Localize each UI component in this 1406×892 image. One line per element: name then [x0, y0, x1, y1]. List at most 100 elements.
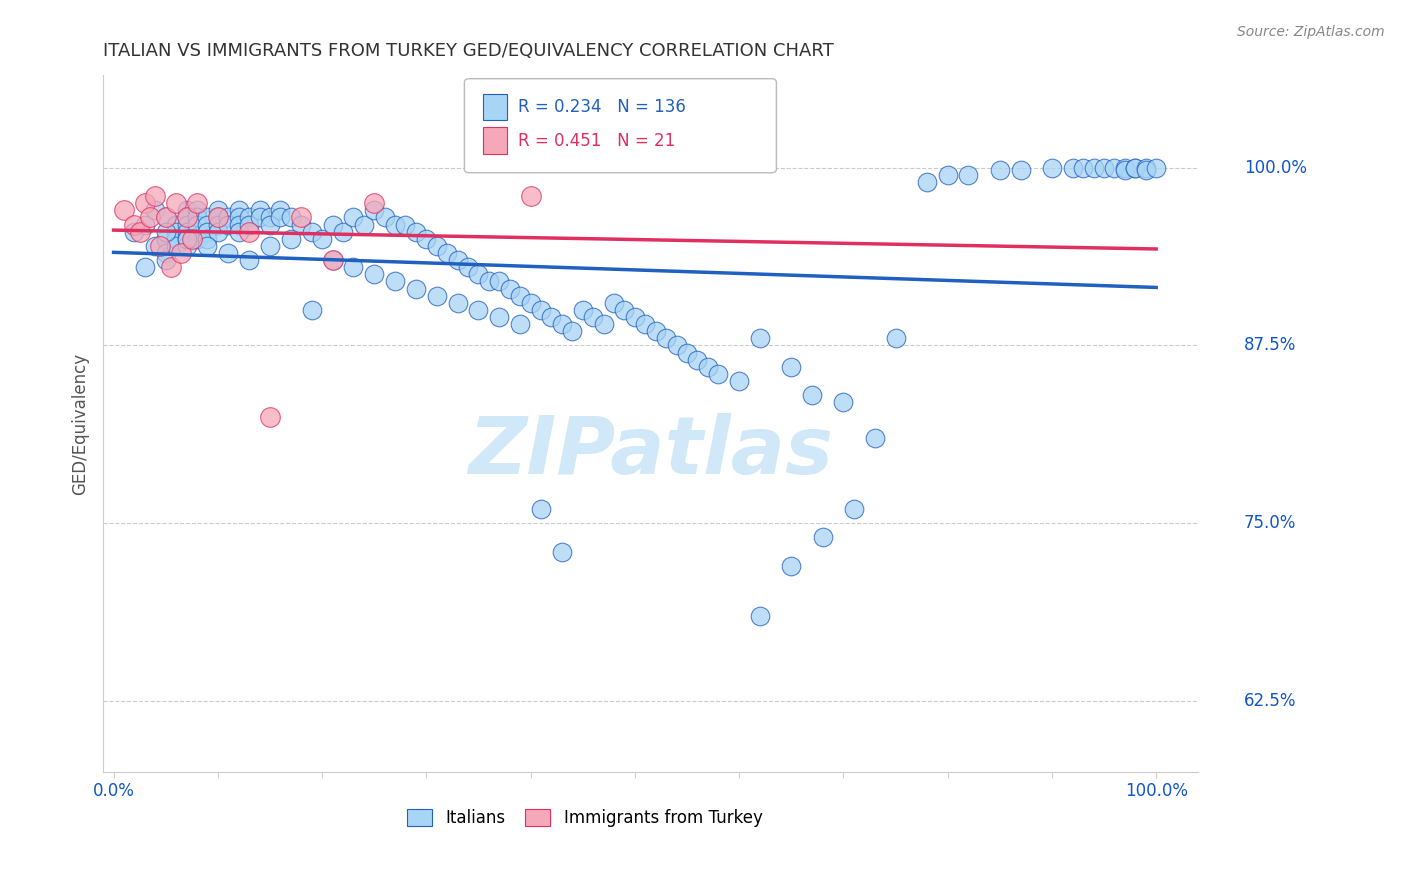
Point — [634, 317, 657, 331]
Point — [165, 225, 187, 239]
Point — [749, 331, 772, 345]
Point — [269, 211, 291, 225]
Point — [405, 225, 427, 239]
Point — [749, 608, 772, 623]
Bar — [484, 128, 508, 154]
Point — [488, 310, 510, 324]
Point — [170, 246, 193, 260]
Point — [228, 203, 250, 218]
Point — [124, 225, 146, 239]
Text: 100.0%: 100.0% — [1244, 159, 1306, 177]
Point — [1040, 161, 1063, 175]
Point — [509, 288, 531, 302]
Point — [165, 239, 187, 253]
Point — [571, 302, 593, 317]
Point — [374, 211, 396, 225]
Point — [259, 218, 281, 232]
Point — [134, 218, 156, 232]
Point — [301, 302, 323, 317]
Point — [988, 163, 1011, 178]
Point — [780, 558, 803, 573]
Point — [342, 260, 364, 275]
Text: ZIPatlas: ZIPatlas — [468, 412, 832, 491]
Point — [1092, 161, 1115, 175]
Point — [665, 338, 688, 352]
Point — [686, 352, 709, 367]
Text: R = 0.451   N = 21: R = 0.451 N = 21 — [517, 132, 675, 150]
Point — [530, 502, 553, 516]
Point — [143, 189, 166, 203]
Point — [1114, 163, 1136, 178]
Point — [384, 218, 406, 232]
Point — [884, 331, 907, 345]
Point — [228, 225, 250, 239]
Point — [499, 281, 522, 295]
Point — [321, 253, 343, 268]
Point — [363, 203, 385, 218]
Point — [112, 203, 135, 218]
Point — [217, 218, 239, 232]
Point — [321, 253, 343, 268]
Point — [128, 225, 150, 239]
Point — [426, 288, 449, 302]
Point — [311, 232, 333, 246]
Point — [176, 203, 198, 218]
Point — [176, 239, 198, 253]
Point — [217, 246, 239, 260]
Point — [259, 239, 281, 253]
Point — [176, 232, 198, 246]
Point — [207, 211, 229, 225]
Point — [624, 310, 647, 324]
Point — [478, 274, 501, 288]
Point — [217, 211, 239, 225]
Point — [197, 239, 219, 253]
Point — [149, 239, 172, 253]
Point — [530, 302, 553, 317]
Point — [405, 281, 427, 295]
Point — [207, 211, 229, 225]
Point — [186, 218, 208, 232]
Point — [1071, 161, 1094, 175]
Point — [238, 253, 260, 268]
Point — [561, 324, 583, 338]
Point — [139, 211, 162, 225]
Point — [780, 359, 803, 374]
Point — [124, 218, 146, 232]
Point — [155, 253, 177, 268]
Point — [1010, 163, 1032, 178]
Point — [155, 246, 177, 260]
Point — [197, 218, 219, 232]
Point — [176, 211, 198, 225]
Point — [467, 302, 489, 317]
Point — [551, 544, 574, 558]
Point — [134, 196, 156, 211]
Point — [176, 232, 198, 246]
Point — [457, 260, 479, 275]
Point — [832, 395, 855, 409]
Point — [207, 218, 229, 232]
Point — [165, 232, 187, 246]
Point — [259, 211, 281, 225]
Point — [811, 530, 834, 544]
Point — [342, 211, 364, 225]
Point — [155, 211, 177, 225]
Point — [180, 232, 202, 246]
Bar — [484, 94, 508, 120]
Text: 62.5%: 62.5% — [1244, 692, 1296, 710]
Point — [707, 367, 730, 381]
Point — [228, 218, 250, 232]
Point — [551, 317, 574, 331]
Point — [676, 345, 699, 359]
Point — [863, 431, 886, 445]
Point — [186, 203, 208, 218]
Point — [269, 203, 291, 218]
Point — [426, 239, 449, 253]
Point — [160, 260, 183, 275]
Point — [321, 218, 343, 232]
Point — [155, 211, 177, 225]
Point — [249, 211, 271, 225]
Legend: Italians, Immigrants from Turkey: Italians, Immigrants from Turkey — [401, 802, 769, 833]
Point — [197, 232, 219, 246]
Point — [1135, 163, 1157, 178]
Point — [165, 218, 187, 232]
